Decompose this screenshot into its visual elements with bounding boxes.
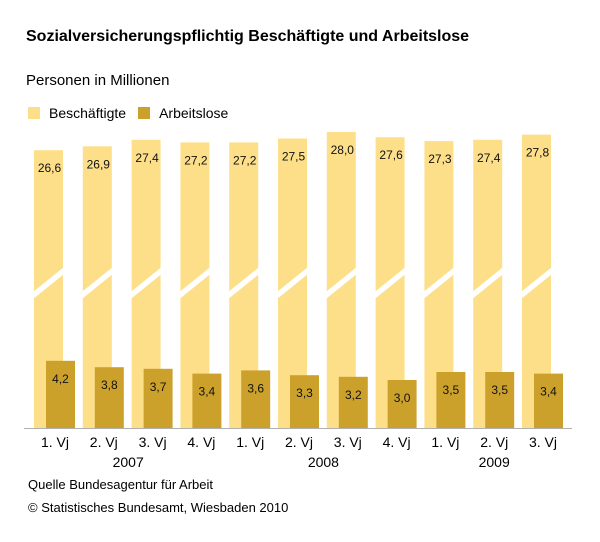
bar-arbeitslose	[241, 370, 271, 428]
x-tick-label: 3. Vj	[334, 434, 362, 450]
legend-label-arbeitslose: Arbeitslose	[159, 105, 229, 121]
source-note: Quelle Bundesagentur für Arbeit	[28, 477, 214, 492]
data-label-beschaeftigte: 27,4	[477, 151, 501, 165]
data-label-beschaeftigte: 28,0	[331, 143, 355, 157]
x-tick-label: 2. Vj	[90, 434, 118, 450]
bar-arbeitslose	[290, 375, 319, 428]
data-label-arbeitslose: 3,5	[443, 383, 460, 397]
axis-break-mark	[33, 267, 64, 299]
legend: Beschäftigte Arbeitslose	[28, 105, 240, 121]
data-label-arbeitslose: 3,7	[150, 380, 167, 394]
bar-arbeitslose	[436, 372, 466, 428]
x-tick-label: 3. Vj	[139, 434, 167, 450]
x-tick-label: 4. Vj	[187, 434, 215, 450]
data-label-beschaeftigte: 27,2	[233, 153, 257, 167]
data-label-beschaeftigte: 27,6	[379, 148, 403, 162]
data-label-beschaeftigte: 26,6	[38, 161, 62, 175]
axis-break-mark	[423, 267, 455, 299]
x-year-label: 2007	[113, 454, 144, 470]
bar-arbeitslose	[387, 380, 417, 428]
data-label-beschaeftigte: 27,3	[428, 152, 452, 166]
axis-break-mark	[325, 267, 357, 299]
chart-title: Sozialversicherungspflichtig Beschäftigt…	[26, 28, 470, 45]
data-label-arbeitslose: 3,3	[296, 386, 313, 400]
axis-break-mark	[179, 267, 211, 299]
x-tick-label: 2. Vj	[480, 434, 508, 450]
data-label-arbeitslose: 3,4	[540, 385, 557, 399]
data-label-beschaeftigte: 27,5	[282, 150, 306, 164]
data-label-beschaeftigte: 27,4	[135, 151, 159, 165]
data-label-arbeitslose: 3,6	[247, 381, 264, 395]
bar-arbeitslose	[338, 376, 368, 428]
chart-subtitle: Personen in Millionen	[26, 72, 170, 89]
bar-arbeitslose	[485, 372, 515, 428]
data-label-arbeitslose: 3,5	[491, 383, 508, 397]
data-label-beschaeftigte: 27,8	[526, 146, 550, 160]
data-label-arbeitslose: 3,4	[199, 385, 216, 399]
data-label-beschaeftigte: 27,2	[184, 153, 208, 167]
x-year-label: 2008	[308, 454, 339, 470]
bar-arbeitslose	[534, 373, 563, 428]
legend-swatch-arbeitslose	[138, 107, 151, 119]
x-tick-label: 1. Vj	[431, 434, 459, 450]
x-tick-label: 1. Vj	[236, 434, 264, 450]
axis-break-mark	[472, 267, 504, 299]
axis-break-mark	[277, 267, 308, 299]
bar-arbeitslose	[46, 360, 75, 428]
axis-break-mark	[374, 267, 406, 299]
data-label-arbeitslose: 3,8	[101, 378, 118, 392]
bar-arbeitslose	[94, 367, 124, 428]
axis-break-mark	[521, 267, 552, 299]
copyright-note: © Statistisches Bundesamt, Wiesbaden 201…	[28, 500, 289, 515]
x-tick-label: 4. Vj	[383, 434, 411, 450]
data-label-arbeitslose: 3,2	[345, 388, 362, 402]
legend-label-beschaeftigte: Beschäftigte	[49, 105, 127, 121]
axis-break-mark	[130, 267, 162, 299]
axis-break-mark	[81, 267, 113, 299]
data-label-arbeitslose: 4,2	[52, 372, 69, 386]
x-tick-label: 3. Vj	[529, 434, 557, 450]
axis-break-mark	[228, 267, 260, 299]
x-tick-label: 2. Vj	[285, 434, 313, 450]
data-label-arbeitslose: 3,0	[394, 391, 411, 405]
x-year-label: 2009	[479, 454, 510, 470]
legend-swatch-beschaeftigte	[28, 107, 40, 119]
data-label-beschaeftigte: 26,9	[87, 157, 111, 171]
x-tick-label: 1. Vj	[41, 434, 69, 450]
bar-arbeitslose	[192, 373, 222, 428]
bar-arbeitslose	[143, 368, 173, 428]
